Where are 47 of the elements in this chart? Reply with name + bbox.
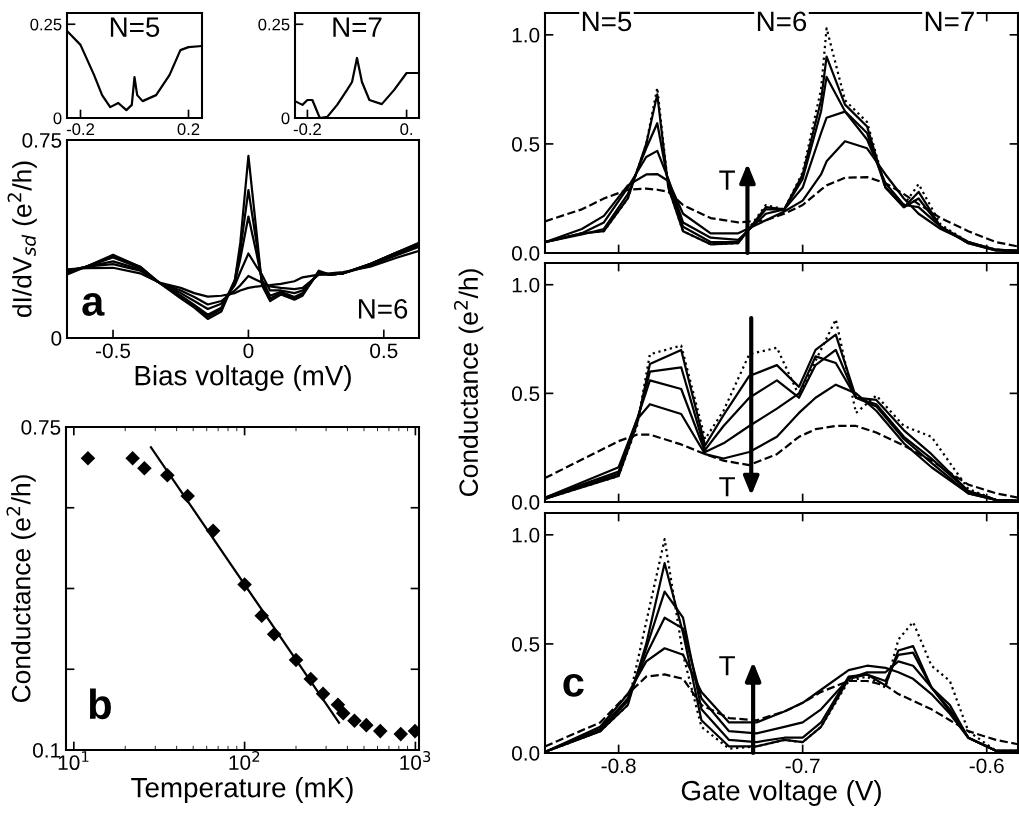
- x-tick-label: -0.7: [785, 758, 820, 774]
- x-tick-label: 0: [243, 343, 254, 359]
- y-tick-label: 0.0: [511, 246, 540, 261]
- x-tick-label: 0.: [400, 123, 413, 136]
- annotation: T: [719, 656, 735, 676]
- annotation: c: [563, 673, 584, 697]
- x-tick-label: -0.2: [293, 123, 321, 136]
- y-axis-title: Conductance (e$^{2}$/h): [6, 475, 36, 703]
- x-tick-label: -0.8: [601, 758, 636, 774]
- x-tick-label: 10$^{3}$: [400, 751, 431, 770]
- x-tick-label: 0.2: [177, 123, 200, 136]
- x-tick-label: -0.5: [96, 343, 131, 359]
- y-tick-label: 0.5: [511, 636, 540, 652]
- y-axis-title: Conductance (e$^{2}$/h): [453, 269, 484, 497]
- annotation: T: [719, 477, 735, 497]
- annotation: a: [82, 293, 105, 316]
- annotation: T: [719, 170, 735, 190]
- x-axis-title: Temperature (mK): [131, 777, 353, 803]
- y-tick-label: 1.0: [512, 527, 540, 543]
- x-tick-label: 10$^{2}$: [229, 751, 260, 770]
- y-tick-label: 0.1: [32, 743, 61, 758]
- y-tick-label: 0.25: [30, 18, 62, 31]
- x-axis-title: Gate voltage (V): [681, 780, 881, 806]
- annotation: N=5: [582, 11, 632, 32]
- x-tick-label: -0.6: [969, 758, 1004, 774]
- annotation: N=6: [757, 11, 807, 32]
- y-tick-label: 0.0: [511, 746, 540, 761]
- y-tick-label: 0.75: [21, 420, 61, 435]
- x-axis-title: Bias voltage (mV): [135, 365, 351, 391]
- annotation: b: [89, 688, 111, 720]
- y-tick-label: 0.0: [511, 495, 540, 510]
- x-tick-label: -0.2: [66, 123, 95, 136]
- x-tick-label: 0.5: [370, 343, 398, 359]
- y-axis-title: dI/dV$_{sd}$ (e$^{2}$/h): [7, 161, 37, 318]
- y-tick-label: 0: [53, 112, 62, 125]
- y-tick-label: 0.25: [258, 18, 290, 31]
- y-tick-label: 0.75: [22, 133, 62, 148]
- y-tick-label: 0.5: [511, 136, 540, 152]
- x-tick-label: 10$^{1}$: [58, 751, 89, 771]
- annotation: N=7: [333, 17, 382, 37]
- y-tick-label: 1.0: [512, 277, 540, 293]
- annotation: N=7: [925, 11, 974, 31]
- y-tick-label: 0: [51, 331, 62, 346]
- annotation: N=5: [110, 17, 160, 37]
- annotation: N=6: [358, 298, 408, 319]
- y-tick-label: 1.0: [512, 27, 540, 43]
- y-tick-label: 0.5: [511, 386, 540, 402]
